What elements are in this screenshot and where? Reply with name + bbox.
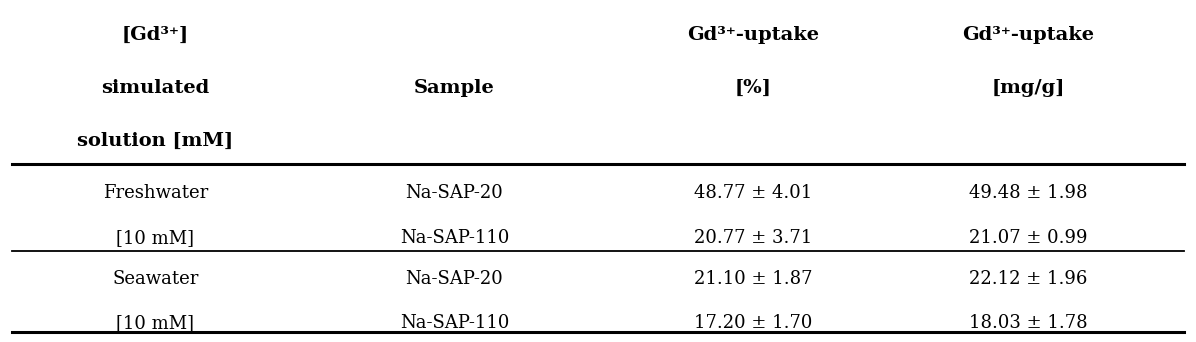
Text: [10 mM]: [10 mM] — [116, 229, 195, 247]
Text: 20.77 ± 3.71: 20.77 ± 3.71 — [695, 229, 812, 247]
Text: 48.77 ± 4.01: 48.77 ± 4.01 — [695, 184, 812, 202]
Text: [mg/g]: [mg/g] — [991, 79, 1066, 97]
Text: 17.20 ± 1.70: 17.20 ± 1.70 — [695, 314, 812, 332]
Text: Na-SAP-110: Na-SAP-110 — [399, 229, 509, 247]
Text: Seawater: Seawater — [112, 270, 199, 288]
Text: Na-SAP-20: Na-SAP-20 — [405, 270, 504, 288]
Text: Na-SAP-20: Na-SAP-20 — [405, 184, 504, 202]
Text: simulated: simulated — [102, 79, 209, 97]
Text: solution [mM]: solution [mM] — [78, 132, 233, 150]
Text: Freshwater: Freshwater — [103, 184, 208, 202]
Text: [Gd³⁺]: [Gd³⁺] — [122, 26, 189, 44]
Text: 18.03 ± 1.78: 18.03 ± 1.78 — [969, 314, 1088, 332]
Text: [%]: [%] — [736, 79, 771, 97]
Text: 21.07 ± 0.99: 21.07 ± 0.99 — [969, 229, 1088, 247]
Text: Na-SAP-110: Na-SAP-110 — [399, 314, 509, 332]
Text: Gd³⁺-uptake: Gd³⁺-uptake — [963, 26, 1094, 44]
Text: 22.12 ± 1.96: 22.12 ± 1.96 — [970, 270, 1087, 288]
Text: 21.10 ± 1.87: 21.10 ± 1.87 — [694, 270, 813, 288]
Text: 49.48 ± 1.98: 49.48 ± 1.98 — [969, 184, 1088, 202]
Text: Gd³⁺-uptake: Gd³⁺-uptake — [688, 26, 819, 44]
Text: [10 mM]: [10 mM] — [116, 314, 195, 332]
Text: Sample: Sample — [414, 79, 495, 97]
